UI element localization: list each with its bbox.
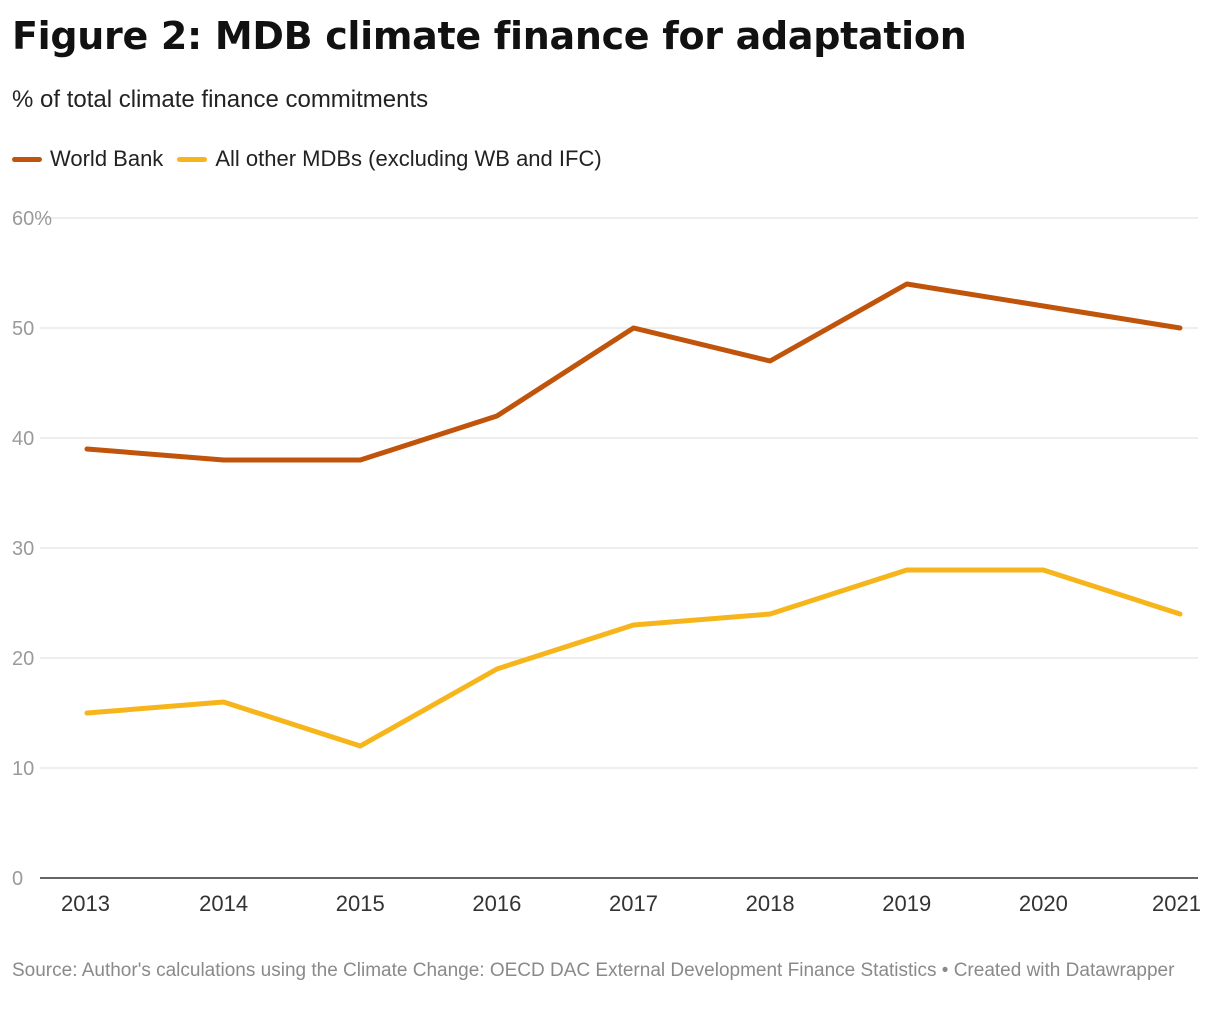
legend-label-world-bank: World Bank <box>50 146 164 171</box>
x-tick-label: 2020 <box>1019 891 1068 916</box>
x-tick-label: 2014 <box>199 891 248 916</box>
x-tick-label: 2021 <box>1152 891 1201 916</box>
y-axis-ticks: 0 10 20 30 40 50 60% <box>12 208 52 890</box>
x-tick-label: 2019 <box>882 891 931 916</box>
source-note: Source: Author's calculations using the … <box>12 960 1175 981</box>
legend-item-world-bank: World Bank <box>12 146 163 172</box>
x-axis-ticks: 2013 2014 2015 2016 2017 2018 2019 2020 2021 <box>61 891 1201 916</box>
legend-swatch-other-mdbs <box>177 156 208 162</box>
y-tick-label: 40 <box>12 428 34 450</box>
x-tick-label: 2013 <box>61 891 110 916</box>
x-tick-label: 2017 <box>609 891 658 916</box>
legend-swatch-world-bank <box>12 156 42 162</box>
y-tick-label: 20 <box>12 648 34 670</box>
series-lines <box>84 281 1183 749</box>
legend-label-other-mdbs: All other MDBs (excluding WB and IFC) <box>215 146 602 171</box>
y-tick-label: 60% <box>12 208 52 230</box>
chart-subtitle: % of total climate finance commitments <box>12 86 429 113</box>
y-tick-label: 50 <box>12 318 34 340</box>
legend-item-other-mdbs: All other MDBs (excluding WB and IFC) <box>177 146 602 172</box>
series-line-world-bank <box>84 281 1183 463</box>
legend: World Bank All other MDBs (excluding WB … <box>12 146 616 172</box>
x-tick-label: 2016 <box>472 891 521 916</box>
gridlines <box>40 217 1198 879</box>
y-tick-label: 10 <box>12 758 34 780</box>
y-tick-label: 0 <box>12 868 23 890</box>
chart-title: Figure 2: MDB climate finance for adapta… <box>12 14 967 58</box>
x-tick-label: 2015 <box>336 891 385 916</box>
x-tick-label: 2018 <box>746 891 795 916</box>
y-tick-label: 30 <box>12 538 34 560</box>
series-line-other-mdbs <box>84 567 1183 749</box>
